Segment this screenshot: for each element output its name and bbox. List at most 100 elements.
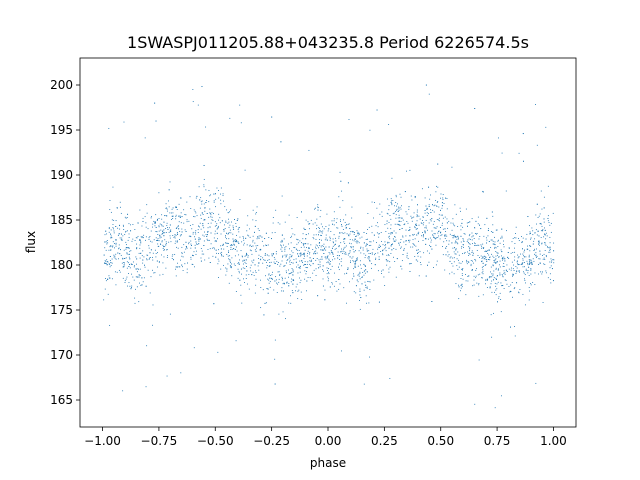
data-point — [482, 273, 484, 275]
data-point — [145, 285, 147, 287]
data-point — [352, 248, 354, 250]
x-tick-label: −1.00 — [84, 434, 121, 448]
data-point — [303, 252, 304, 254]
data-point — [353, 261, 355, 263]
data-point — [295, 290, 296, 292]
data-point — [125, 247, 127, 249]
data-point — [318, 242, 320, 244]
data-point — [138, 274, 140, 276]
data-point — [240, 250, 242, 252]
data-point — [246, 253, 248, 255]
data-point — [112, 227, 114, 229]
data-point — [234, 239, 236, 240]
data-point — [421, 188, 423, 190]
data-point — [260, 279, 261, 281]
data-point — [386, 260, 388, 262]
data-point — [471, 260, 473, 262]
data-point — [123, 262, 125, 263]
data-point — [279, 274, 281, 276]
data-point — [238, 272, 240, 274]
data-point — [176, 240, 178, 242]
data-point — [474, 233, 476, 234]
data-point — [115, 243, 117, 245]
data-point — [229, 117, 231, 119]
data-point — [357, 240, 359, 242]
x-tick-label: −0.75 — [141, 434, 178, 448]
data-point — [309, 253, 311, 255]
data-point — [158, 245, 160, 247]
data-point — [234, 248, 236, 250]
data-point — [329, 264, 331, 265]
data-point — [377, 252, 379, 254]
data-point — [535, 104, 536, 106]
data-point — [175, 206, 177, 208]
data-point — [126, 230, 128, 232]
data-point — [427, 238, 429, 240]
data-point — [208, 189, 210, 191]
data-point — [388, 271, 390, 273]
data-point — [457, 268, 459, 270]
data-point — [236, 220, 238, 221]
data-point — [317, 245, 319, 247]
data-point — [228, 250, 230, 252]
data-point — [140, 241, 142, 243]
data-point — [549, 249, 551, 251]
data-point — [443, 203, 445, 204]
data-point — [326, 262, 328, 264]
data-point — [252, 271, 254, 273]
data-point — [524, 261, 525, 263]
data-point — [354, 266, 356, 268]
data-point — [461, 284, 463, 286]
data-point — [421, 235, 423, 237]
data-point — [274, 339, 276, 341]
data-point — [422, 216, 424, 218]
data-point — [500, 311, 502, 313]
data-point — [436, 205, 438, 207]
data-point — [442, 197, 444, 199]
data-point — [115, 220, 117, 222]
data-point — [409, 235, 411, 237]
data-point — [394, 223, 396, 225]
data-point — [145, 236, 147, 238]
data-point — [388, 242, 390, 244]
data-point — [350, 246, 352, 248]
data-point — [390, 198, 392, 200]
data-point — [299, 267, 301, 269]
data-point — [145, 239, 146, 241]
data-point — [347, 267, 349, 269]
data-point — [543, 257, 545, 259]
data-point — [202, 225, 204, 227]
data-point — [541, 225, 543, 227]
data-point — [347, 254, 349, 256]
data-point — [529, 263, 531, 265]
data-point — [323, 228, 325, 230]
data-point — [462, 268, 464, 269]
data-point — [225, 236, 226, 238]
data-point — [299, 271, 301, 273]
data-point — [478, 283, 480, 284]
data-point — [544, 233, 546, 235]
data-point — [296, 266, 297, 268]
data-point — [479, 273, 481, 275]
data-point — [338, 196, 340, 198]
data-point — [249, 236, 251, 238]
data-point — [346, 227, 347, 229]
data-point — [293, 259, 295, 261]
data-point — [534, 253, 535, 255]
data-point — [427, 229, 428, 231]
data-point — [149, 257, 151, 258]
data-point — [133, 279, 135, 281]
data-point — [435, 199, 437, 201]
data-point — [269, 281, 271, 283]
data-point — [260, 258, 262, 260]
data-point — [518, 291, 519, 293]
data-point — [544, 227, 545, 229]
data-point — [232, 225, 234, 227]
data-point — [522, 258, 524, 260]
data-point — [170, 229, 172, 231]
data-point — [222, 195, 224, 197]
data-point — [203, 231, 205, 233]
data-point — [435, 264, 437, 266]
data-point — [333, 211, 335, 213]
data-point — [141, 237, 143, 239]
